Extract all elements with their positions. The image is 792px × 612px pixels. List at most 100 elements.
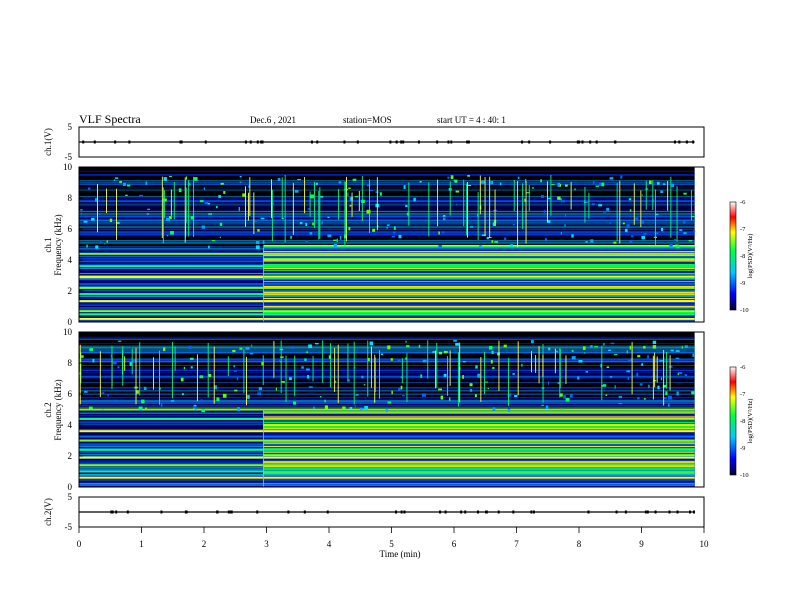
sferic-speckle <box>474 394 477 398</box>
sferic-speckle <box>112 361 117 365</box>
sferic-speckle <box>222 393 227 398</box>
sferic-speckle <box>547 219 551 223</box>
spectral-line <box>79 247 695 249</box>
sferic-speckle <box>396 409 399 412</box>
spectral-line <box>79 475 695 477</box>
colorbar-tick-label: -9 <box>740 445 745 452</box>
waveform-spike <box>216 510 219 514</box>
sferic-speckle <box>349 204 352 207</box>
post-transition-line <box>263 263 695 266</box>
post-transition-line <box>263 273 695 275</box>
spectral-line <box>79 480 695 482</box>
spectral-line <box>79 187 695 189</box>
spectral-line <box>79 240 695 242</box>
sferic-speckle <box>489 346 493 350</box>
sferic-speckle <box>503 344 507 348</box>
waveform-spike <box>256 140 259 144</box>
sferic-speckle <box>114 399 117 401</box>
sferic-speckle <box>443 218 446 221</box>
sferic-speckle <box>310 194 315 199</box>
spectral-line <box>79 222 695 224</box>
sferic-speckle <box>650 195 653 198</box>
sferic-speckle <box>393 231 396 234</box>
spectral-line <box>79 233 695 235</box>
waveform-spike <box>581 140 584 144</box>
sferic-speckle <box>692 353 695 357</box>
sferic-speckle <box>185 176 187 180</box>
sferic-speckle <box>613 241 617 244</box>
x-tick-label: 6 <box>452 539 457 549</box>
sferic-speckle <box>557 182 560 187</box>
waveform-spike <box>532 510 535 514</box>
sferic-speckle <box>324 405 329 410</box>
sferic-speckle <box>262 240 265 245</box>
sferic-speckle <box>670 349 674 352</box>
sferic-speckle <box>324 399 326 403</box>
sferic-speckle <box>639 383 643 386</box>
sferic-speckle <box>146 213 149 215</box>
spectral-line <box>79 174 695 176</box>
spectral-line <box>79 401 695 403</box>
waveform-spike <box>180 140 183 144</box>
sferic-speckle <box>678 372 683 375</box>
sferic-speckle <box>216 397 220 402</box>
sferic-speckle <box>585 241 588 243</box>
post-transition-line <box>263 419 695 421</box>
sferic-speckle <box>601 182 605 187</box>
sferic-speckle <box>166 217 170 222</box>
sferic-speckle <box>391 236 395 238</box>
sferic-speckle <box>595 185 600 187</box>
spectral-line <box>79 223 695 225</box>
spectral-line <box>79 403 695 405</box>
sferic-speckle <box>390 358 393 361</box>
sferic-speckle <box>608 349 611 351</box>
sferic-speckle <box>400 385 403 390</box>
strong-line <box>79 448 695 451</box>
spectral-line <box>79 349 695 351</box>
waveform-spike <box>179 140 182 144</box>
sferic-speckle <box>118 340 122 343</box>
sferic-speckle <box>484 381 489 383</box>
sferic-speckle <box>693 230 696 232</box>
sferic-speckle <box>541 404 544 406</box>
sferic-speckle <box>565 397 570 402</box>
sferic-speckle <box>369 341 374 346</box>
post-transition-line <box>263 428 695 430</box>
sferic-speckle <box>406 345 410 348</box>
waveform-spike <box>673 140 676 144</box>
sferic-speckle <box>419 180 422 183</box>
sferic-speckle <box>453 179 458 182</box>
waveform-spike <box>417 140 420 144</box>
sferic-speckle <box>113 179 116 181</box>
y-tick-label: 8 <box>68 193 73 203</box>
waveform-spike <box>184 510 187 514</box>
sferic-speckle <box>355 394 359 396</box>
figure-title: VLF Spectra <box>79 112 141 126</box>
sferic-speckle <box>393 226 396 230</box>
sferic-speckle <box>163 347 166 352</box>
waveform-spike <box>227 510 230 514</box>
spectral-line <box>79 474 695 475</box>
spectral-line <box>79 479 695 481</box>
spectral-line <box>79 400 695 402</box>
spectral-line <box>79 339 695 340</box>
sferic-speckle <box>342 406 346 410</box>
sferic-speckle <box>104 243 106 245</box>
sferic-speckle <box>195 407 197 411</box>
strong-line <box>79 286 695 289</box>
post-transition-line <box>263 441 695 443</box>
spectral-line <box>79 283 695 285</box>
sferic-speckle <box>353 366 356 369</box>
strong-line <box>79 313 695 316</box>
sferic-speckle <box>189 345 192 350</box>
sferic-speckle <box>668 395 672 400</box>
spectral-line <box>79 228 695 230</box>
sferic-speckle <box>352 178 357 182</box>
sferic-speckle <box>510 244 513 247</box>
waveform-spike <box>464 510 467 514</box>
spectral-line <box>79 211 695 212</box>
sferic-speckle <box>543 210 546 213</box>
start-ut-label: start UT = 4 : 40: 1 <box>437 115 506 125</box>
waveform-spike <box>400 510 403 514</box>
sferic-speckle <box>168 216 172 220</box>
